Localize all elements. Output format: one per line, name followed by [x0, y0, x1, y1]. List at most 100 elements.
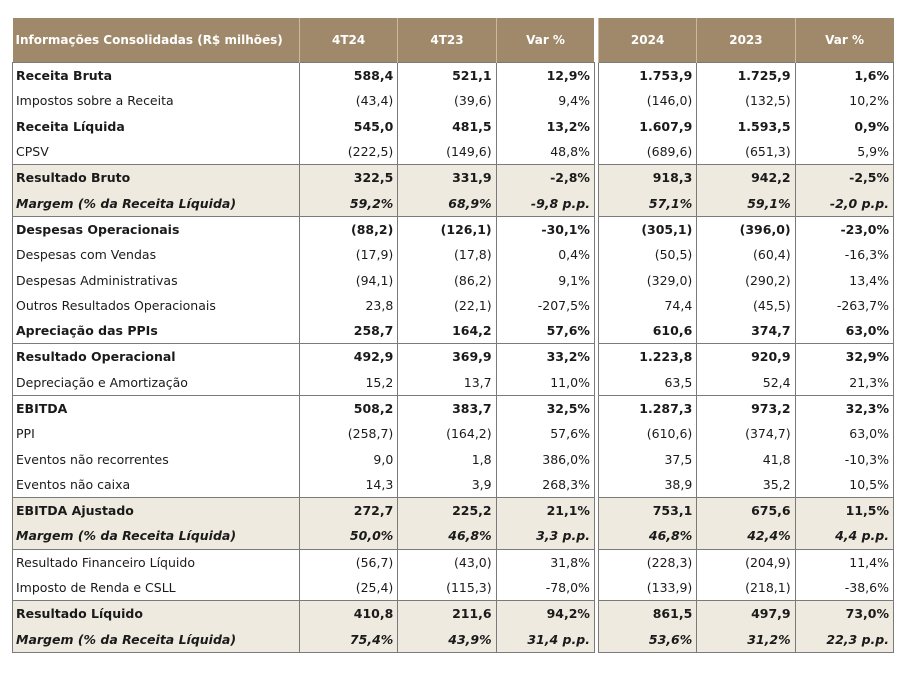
column-gap [593, 242, 599, 268]
row-value: 481,5 [397, 113, 497, 139]
column-gap [593, 317, 599, 344]
row-value: 920,9 [696, 343, 796, 370]
row-value: 369,9 [397, 343, 497, 370]
table-row: Margem (% da Receita Líquida) 50,0% 46,8% 3… [12, 523, 895, 550]
row-value: 386,0% [495, 446, 595, 472]
row-value: 31,4 p.p. [495, 626, 595, 653]
row-value: 57,1% [597, 190, 697, 217]
row-value: 211,6 [397, 600, 497, 627]
row-value: 21,3% [794, 369, 895, 396]
row-value: 331,9 [397, 164, 497, 191]
table-row: Apreciação das PPIs 258,7 164,2 57,6% 610,6 3… [12, 317, 895, 344]
column-gap [593, 626, 599, 653]
column-gap [593, 113, 599, 139]
row-value: 63,0% [794, 421, 895, 447]
row-value: 11,4% [794, 548, 895, 575]
row-value: 9,1% [495, 267, 595, 293]
row-label: EBITDA Ajustado [12, 497, 300, 524]
row-label: Outros Resultados Operacionais [12, 292, 300, 318]
column-gap [593, 88, 599, 114]
row-value: 38,9 [597, 471, 697, 498]
row-label: CPSV [12, 138, 300, 165]
row-value: 33,2% [495, 343, 595, 370]
header-2023: 2023 [696, 18, 796, 63]
row-label: Resultado Líquido [12, 600, 300, 627]
row-value: 383,7 [397, 394, 497, 422]
column-gap [593, 164, 599, 191]
row-value: (164,2) [397, 421, 497, 447]
row-value: (610,6) [597, 421, 697, 447]
row-label: PPI [12, 421, 300, 447]
row-value: 59,2% [298, 190, 398, 217]
row-value: 94,2% [495, 600, 595, 627]
row-value: (56,7) [298, 548, 398, 575]
row-value: 63,0% [794, 317, 895, 344]
row-value: 75,4% [298, 626, 398, 653]
row-value: -10,3% [794, 446, 895, 472]
row-value: (133,9) [597, 574, 697, 601]
row-value: 1.607,9 [597, 113, 697, 139]
row-value: 50,0% [298, 523, 398, 550]
row-label: Despesas Operacionais [12, 215, 300, 243]
table-row: Margem (% da Receita Líquida) 59,2% 68,9% -… [12, 190, 895, 217]
row-value: 12,9% [495, 62, 595, 89]
table-row: Resultado Financeiro Líquido (56,7) (43,0)… [12, 548, 895, 575]
row-value: 508,2 [298, 394, 398, 422]
row-value: 164,2 [397, 317, 497, 344]
row-value: 942,2 [696, 164, 796, 191]
row-value: -30,1% [495, 215, 595, 243]
row-value: 497,9 [696, 600, 796, 627]
row-value: 521,1 [397, 62, 497, 89]
row-value: (689,6) [597, 138, 697, 165]
header-4t23: 4T23 [397, 18, 497, 63]
column-gap [593, 574, 599, 601]
row-value: -2,5% [794, 164, 895, 191]
row-label: Receita Líquida [12, 113, 300, 139]
table-row: Receita Líquida 545,0 481,5 13,2% 1.607,9 1.5… [12, 113, 895, 139]
row-value: 272,7 [298, 497, 398, 524]
row-value: (396,0) [696, 215, 796, 243]
row-value: 46,8% [597, 523, 697, 550]
row-value: 32,5% [495, 394, 595, 422]
row-value: 13,7 [397, 369, 497, 396]
table-row: PPI (258,7) (164,2) 57,6% (610,6) (374,7) 63,0… [12, 421, 895, 447]
row-value: 31,8% [495, 548, 595, 575]
row-value: 5,9% [794, 138, 895, 165]
row-value: 31,2% [696, 626, 796, 653]
column-gap [593, 369, 599, 396]
row-value: (228,3) [597, 548, 697, 575]
row-value: (43,0) [397, 548, 497, 575]
column-gap [593, 523, 599, 550]
table-row: Despesas Operacionais (88,2) (126,1) -30,1%… [12, 215, 895, 243]
row-value: 46,8% [397, 523, 497, 550]
row-value: 41,8 [696, 446, 796, 472]
row-value: 1.593,5 [696, 113, 796, 139]
row-value: -263,7% [794, 292, 895, 318]
row-value: 1.223,8 [597, 343, 697, 370]
row-value: (651,3) [696, 138, 796, 165]
column-gap [593, 216, 599, 243]
row-value: (218,1) [696, 574, 796, 601]
row-value: (204,9) [696, 548, 796, 575]
row-value: 57,6% [495, 421, 595, 447]
row-value: 3,3 p.p. [495, 523, 595, 550]
row-value: 675,6 [696, 497, 796, 524]
row-value: 52,4 [696, 369, 796, 396]
row-label: Impostos sobre a Receita [12, 88, 300, 114]
row-value: -16,3% [794, 242, 895, 268]
row-value: 4,4 p.p. [794, 523, 895, 550]
row-label: Despesas Administrativas [12, 267, 300, 293]
row-value: (17,9) [298, 242, 398, 268]
row-value: 918,3 [597, 164, 697, 191]
row-value: -23,0% [794, 215, 895, 243]
header-var-quarter: Var % [495, 18, 595, 63]
table-row: Despesas Administrativas (94,1) (86,2) 9,1%… [12, 267, 895, 293]
column-gap [593, 549, 599, 575]
row-value: 22,3 p.p. [794, 626, 895, 653]
row-value: 374,7 [696, 317, 796, 344]
table-row: Resultado Líquido 410,8 211,6 94,2% 861,5 497… [12, 600, 895, 627]
row-value: (329,0) [597, 267, 697, 293]
row-value: 32,3% [794, 394, 895, 422]
row-value: 57,6% [495, 317, 595, 344]
column-gap [593, 497, 599, 524]
